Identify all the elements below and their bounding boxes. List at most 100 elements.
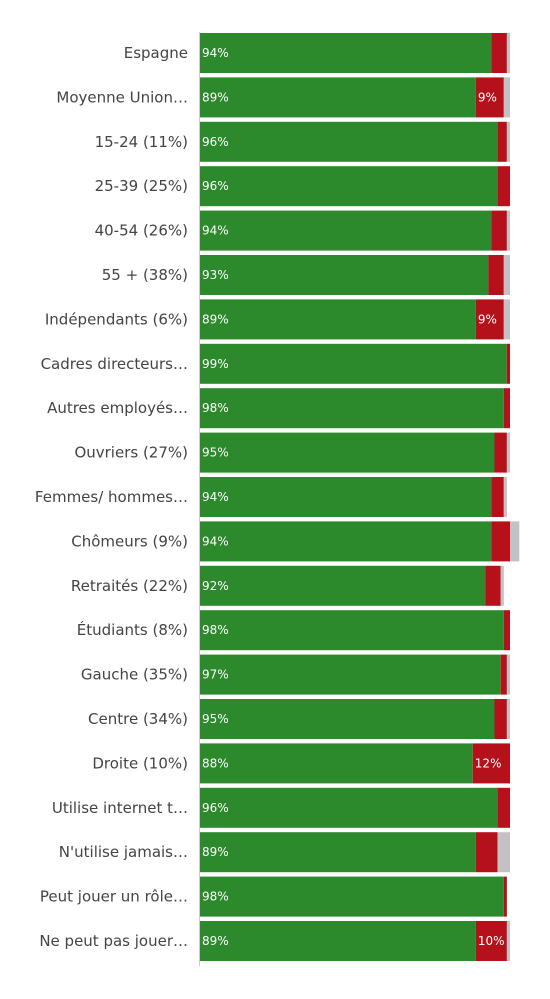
bar-segment-2: [494, 432, 507, 473]
bar-segment-3: [503, 477, 507, 517]
bar-segment-3: [506, 121, 510, 162]
bar-segment-2: [485, 565, 501, 606]
data-label: 95%: [202, 446, 229, 460]
bar-segment-2: [491, 477, 504, 517]
category-label: Cadres directeurs…: [41, 355, 188, 373]
bar-segment-1: [200, 121, 498, 162]
category-label: Droite (10%): [92, 754, 188, 772]
bar-segment-2: [475, 77, 504, 118]
data-label: 89%: [202, 845, 229, 859]
bar-segment-1: [200, 477, 492, 517]
data-label: 94%: [202, 224, 229, 238]
bar-segment-2: [491, 210, 507, 251]
bar-segment-2: [491, 33, 507, 73]
category-label: 25-39 (25%): [95, 177, 188, 195]
bar-segment-1: [200, 876, 504, 917]
data-label: 94%: [202, 490, 229, 504]
bar-segment-3: [497, 832, 510, 873]
bar-segment-1: [200, 832, 476, 873]
data-label: 10%: [478, 934, 505, 948]
bar-segment-1: [200, 699, 495, 739]
data-label: 96%: [202, 179, 229, 193]
bar-segment-1: [200, 921, 476, 961]
bar-segment-2: [494, 699, 507, 739]
data-label: 95%: [202, 712, 229, 726]
bar-segment-1: [200, 255, 489, 295]
data-label: 12%: [475, 756, 502, 770]
bar-segment-1: [200, 33, 492, 73]
bar-segment-2: [503, 610, 510, 651]
category-label: Chômeurs (9%): [71, 532, 188, 550]
data-label: 9%: [478, 90, 497, 104]
data-label: 96%: [202, 801, 229, 815]
bar-segment-2: [488, 255, 504, 295]
bar-segment-2: [503, 876, 507, 917]
bar-segment-2: [475, 299, 504, 340]
category-label: 15-24 (11%): [95, 133, 188, 151]
bar-segment-1: [200, 388, 504, 429]
bar-segment-3: [506, 210, 510, 251]
bar-segment-2: [500, 654, 507, 695]
category-label: Moyenne Union…: [56, 88, 188, 106]
bar-segment-1: [200, 654, 501, 695]
bar-segment-2: [472, 743, 510, 784]
bar-segment-3: [510, 521, 520, 562]
data-label: 94%: [202, 46, 229, 60]
bar-segment-3: [506, 921, 510, 961]
data-label: 89%: [202, 90, 229, 104]
bar-segment-2: [491, 521, 510, 562]
data-label: 9%: [478, 312, 497, 326]
category-labels-group: Espagne Moyenne Union… 15-24 (11%) 25-39 (2…: [35, 44, 188, 950]
bar-segment-2: [503, 388, 510, 429]
bar-segment-3: [506, 699, 510, 739]
category-label: Étudiants (8%): [77, 620, 188, 639]
bar-segment-2: [497, 166, 510, 207]
bar-segment-1: [200, 610, 504, 651]
category-label: Espagne: [124, 44, 188, 62]
data-label: 98%: [202, 623, 229, 637]
bar-segment-1: [200, 299, 476, 340]
bar-segment-1: [200, 343, 507, 384]
data-label: 92%: [202, 579, 229, 593]
category-label: Femmes/ hommes…: [35, 488, 188, 506]
bar-segment-3: [503, 255, 510, 295]
data-label: 96%: [202, 135, 229, 149]
bar-segment-3: [503, 77, 510, 118]
bar-segment-3: [506, 33, 510, 73]
bar-segment-1: [200, 521, 492, 562]
bar-segment-1: [200, 565, 486, 606]
data-label: 98%: [202, 890, 229, 904]
category-label: Ouvriers (27%): [74, 444, 188, 462]
category-label: Peut jouer un rôle…: [40, 888, 188, 906]
bars-group: 94% 89% 9% 96% 96% 94% 93% 89% 9% 99% 98% 95% 94% 94%…: [200, 33, 520, 961]
data-label: 89%: [202, 312, 229, 326]
category-label: 55 + (38%): [102, 266, 188, 284]
bar-segment-3: [506, 432, 510, 473]
data-label: 94%: [202, 534, 229, 548]
category-label: Centre (34%): [88, 710, 188, 728]
category-label: Indépendants (6%): [45, 310, 188, 328]
data-label: 88%: [202, 756, 229, 770]
bar-segment-3: [506, 654, 510, 695]
bar-segment-1: [200, 210, 492, 251]
data-label: 93%: [202, 268, 229, 282]
data-label: 89%: [202, 934, 229, 948]
category-label: Gauche (35%): [81, 666, 188, 684]
bar-segment-2: [506, 343, 510, 384]
bar-segment-1: [200, 77, 476, 118]
data-label: 98%: [202, 401, 229, 415]
data-label: 99%: [202, 357, 229, 371]
bar-segment-2: [475, 832, 498, 873]
category-label: Ne peut pas jouer…: [39, 932, 188, 950]
bar-segment-3: [500, 565, 504, 606]
bar-segment-2: [497, 787, 510, 828]
category-label: N'utilise jamais…: [59, 843, 188, 861]
data-label: 97%: [202, 668, 229, 682]
bar-segment-2: [497, 121, 507, 162]
category-label: 40-54 (26%): [95, 222, 188, 240]
bar-segment-1: [200, 743, 473, 784]
bar-segment-3: [503, 299, 510, 340]
bar-segment-1: [200, 166, 498, 207]
bar-segment-2: [475, 921, 507, 961]
